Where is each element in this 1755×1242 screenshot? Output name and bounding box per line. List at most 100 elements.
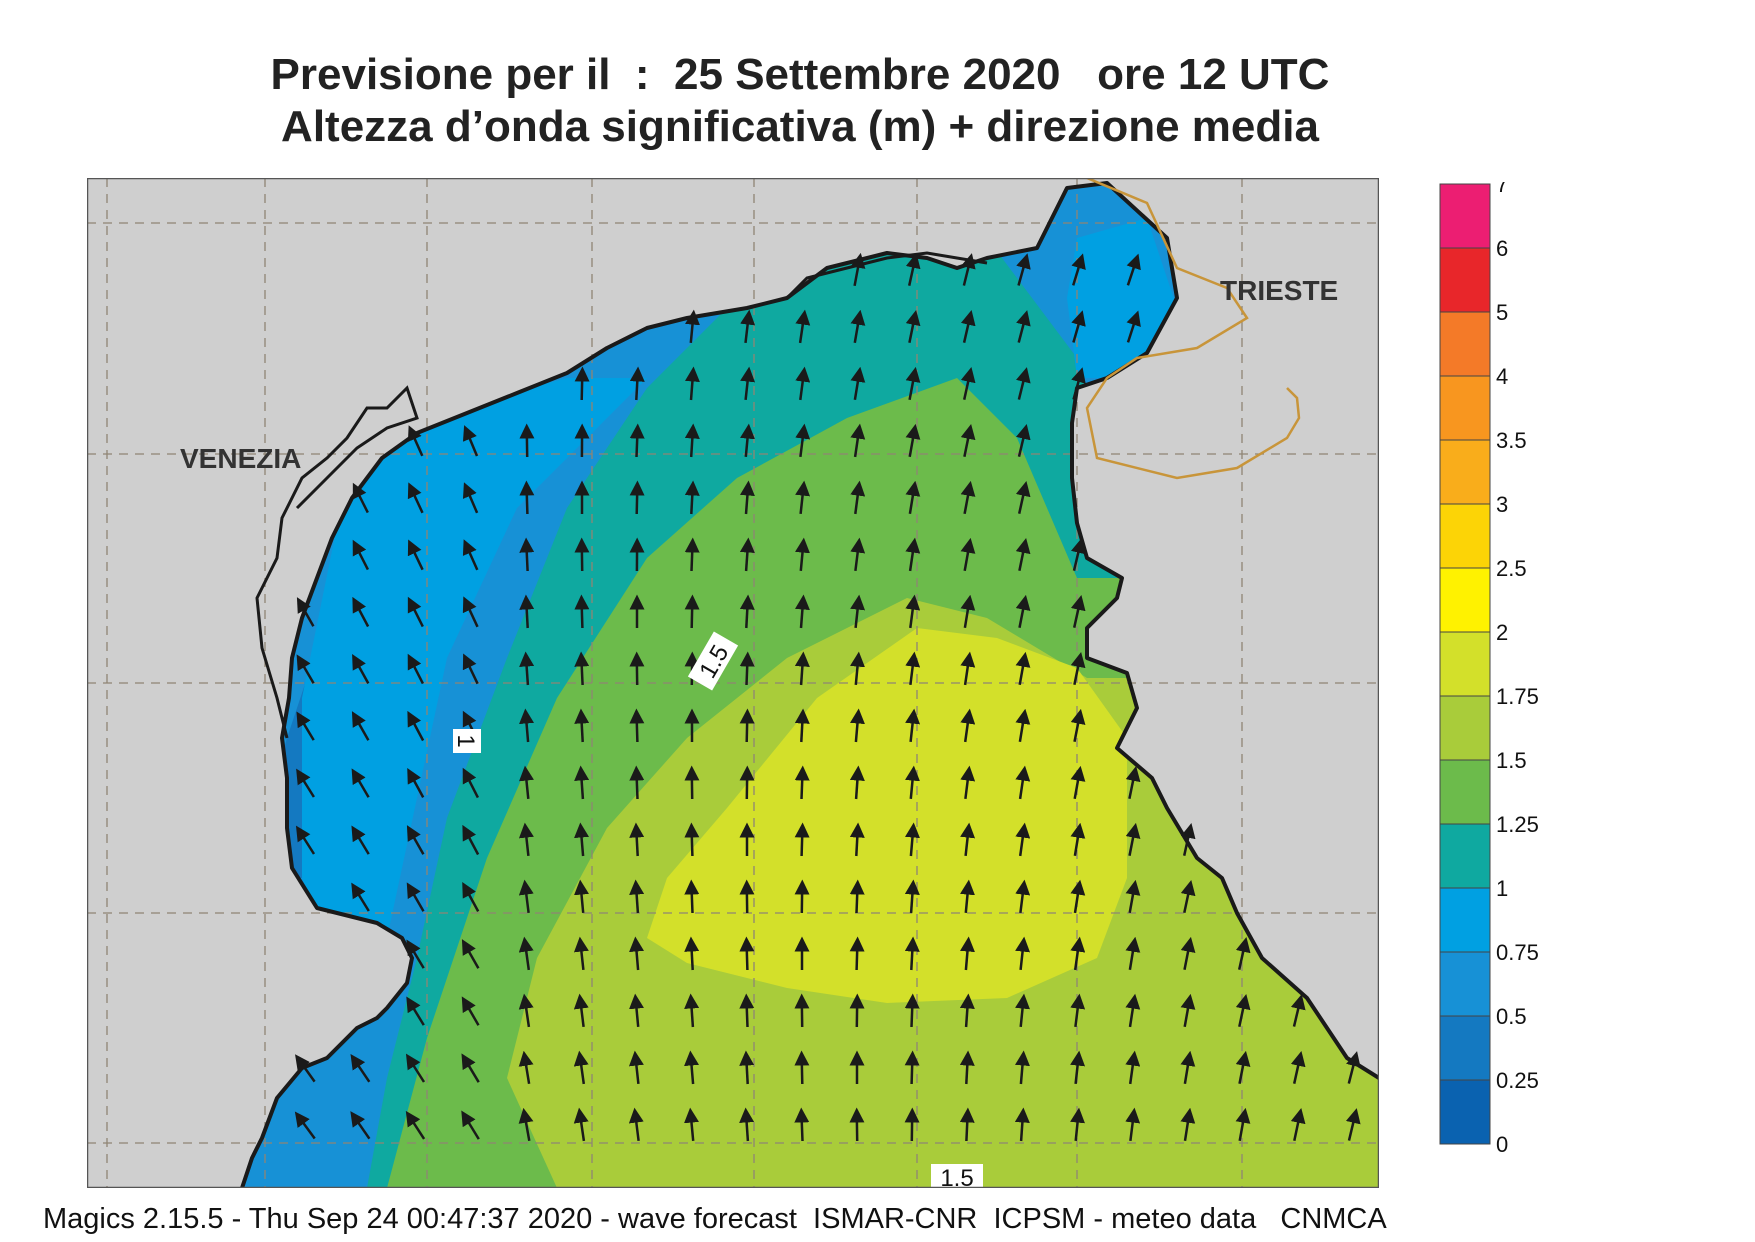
direction-arrow bbox=[960, 309, 976, 343]
graticule bbox=[87, 178, 1379, 1188]
legend-swatch bbox=[1439, 887, 1491, 953]
direction-arrow bbox=[574, 594, 590, 629]
direction-arrow bbox=[519, 708, 535, 743]
direction-arrow bbox=[960, 480, 976, 515]
legend-level-label: 3 bbox=[1496, 492, 1508, 517]
direction-arrow bbox=[740, 366, 756, 401]
direction-arrow bbox=[1070, 993, 1086, 1028]
direction-arrow bbox=[573, 993, 589, 1028]
direction-arrow bbox=[960, 822, 976, 857]
direction-arrow bbox=[905, 252, 921, 286]
direction-arrow bbox=[295, 825, 316, 855]
direction-arrow bbox=[960, 765, 976, 800]
direction-arrow bbox=[406, 996, 425, 1026]
color-legend: 7 6 5 4 3.5 3 2.5 2 1.75 1.5 1.25 1 0.75 0.5 0.25 0 bbox=[1439, 182, 1539, 1152]
direction-arrow bbox=[518, 822, 534, 857]
direction-arrow bbox=[1015, 993, 1031, 1028]
direction-arrow bbox=[296, 768, 315, 798]
direction-arrow bbox=[351, 768, 370, 798]
direction-arrow bbox=[294, 1111, 316, 1140]
direction-arrow bbox=[462, 824, 480, 856]
place-label-trieste: TRIESTE bbox=[1220, 275, 1338, 306]
direction-arrow bbox=[519, 537, 535, 572]
direction-arrow bbox=[959, 1107, 975, 1142]
direction-arrow bbox=[351, 711, 370, 741]
direction-arrow bbox=[1015, 708, 1031, 743]
direction-arrow bbox=[352, 482, 369, 514]
direction-arrow bbox=[518, 879, 534, 914]
direction-arrow bbox=[795, 366, 811, 401]
direction-arrow bbox=[573, 1107, 589, 1142]
place-label-venezia: VENEZIA bbox=[180, 443, 301, 474]
direction-arrow bbox=[739, 708, 755, 743]
direction-arrow bbox=[1180, 879, 1196, 913]
direction-arrow bbox=[405, 1053, 426, 1083]
direction-arrow bbox=[684, 936, 700, 971]
wave-direction-arrows bbox=[294, 252, 1361, 1142]
direction-arrow bbox=[405, 1110, 426, 1140]
direction-arrow bbox=[1015, 424, 1031, 457]
direction-arrow bbox=[959, 993, 975, 1028]
direction-arrow bbox=[1015, 651, 1031, 686]
direction-arrow bbox=[960, 879, 975, 914]
direction-arrow bbox=[684, 1050, 700, 1085]
direction-arrow bbox=[406, 882, 425, 912]
direction-arrow bbox=[1235, 936, 1251, 970]
direction-arrow bbox=[352, 654, 370, 685]
legend-level-label: 0.5 bbox=[1496, 1004, 1527, 1029]
direction-arrow bbox=[684, 879, 700, 914]
footer-credits: Magics 2.15.5 - Thu Sep 24 00:47:37 2020… bbox=[43, 1203, 1387, 1235]
direction-arrow bbox=[684, 366, 700, 401]
direction-arrow bbox=[1016, 367, 1031, 400]
direction-arrow bbox=[1070, 708, 1086, 743]
direction-arrow bbox=[352, 539, 370, 571]
direction-arrow bbox=[739, 936, 755, 971]
direction-arrow bbox=[519, 651, 535, 686]
direction-arrow bbox=[1015, 765, 1031, 800]
svg-text:1.5: 1.5 bbox=[940, 1165, 973, 1188]
direction-arrow bbox=[739, 1050, 755, 1085]
direction-arrow bbox=[574, 366, 590, 401]
direction-arrow bbox=[849, 708, 865, 743]
direction-arrow bbox=[960, 708, 976, 743]
title-line-1: Previsione per il : 25 Settembre 2020 or… bbox=[270, 50, 1330, 99]
legend-swatch bbox=[1439, 631, 1491, 697]
legend-swatch bbox=[1439, 695, 1491, 761]
direction-arrow bbox=[461, 939, 480, 969]
direction-arrow bbox=[1070, 879, 1086, 914]
direction-arrow bbox=[461, 1110, 480, 1140]
direction-arrow bbox=[905, 309, 921, 343]
svg-text:1: 1 bbox=[452, 734, 479, 747]
direction-arrow bbox=[573, 936, 589, 971]
direction-arrow bbox=[794, 1050, 810, 1085]
legend-level-label: 6 bbox=[1496, 236, 1508, 261]
direction-arrow bbox=[352, 596, 370, 628]
direction-arrow bbox=[1016, 253, 1031, 286]
national-border bbox=[1085, 178, 1301, 480]
direction-arrow bbox=[795, 309, 811, 344]
direction-arrow bbox=[573, 1050, 589, 1085]
direction-arrow bbox=[905, 708, 921, 743]
legend-swatch bbox=[1439, 1079, 1491, 1145]
direction-arrow bbox=[351, 825, 370, 855]
legend-level-label: 1 bbox=[1496, 876, 1508, 901]
direction-arrow bbox=[904, 993, 920, 1028]
direction-arrow bbox=[850, 594, 866, 629]
direction-arrow bbox=[406, 939, 425, 969]
legend-swatch bbox=[1439, 247, 1491, 313]
direction-arrow bbox=[904, 1050, 920, 1085]
direction-arrow bbox=[795, 480, 811, 515]
legend-level-label: 2.5 bbox=[1496, 556, 1527, 581]
direction-arrow bbox=[1070, 822, 1086, 857]
direction-arrow bbox=[1125, 936, 1141, 971]
direction-arrow bbox=[1016, 310, 1031, 343]
direction-arrow bbox=[629, 765, 645, 800]
direction-arrow bbox=[850, 423, 866, 458]
direction-arrow bbox=[1071, 367, 1086, 400]
legend-level-label: 5 bbox=[1496, 300, 1508, 325]
direction-arrow bbox=[518, 765, 534, 800]
legend-swatch bbox=[1439, 375, 1491, 441]
direction-arrow bbox=[628, 1107, 644, 1142]
direction-arrow bbox=[740, 423, 755, 458]
direction-arrow bbox=[849, 765, 865, 800]
